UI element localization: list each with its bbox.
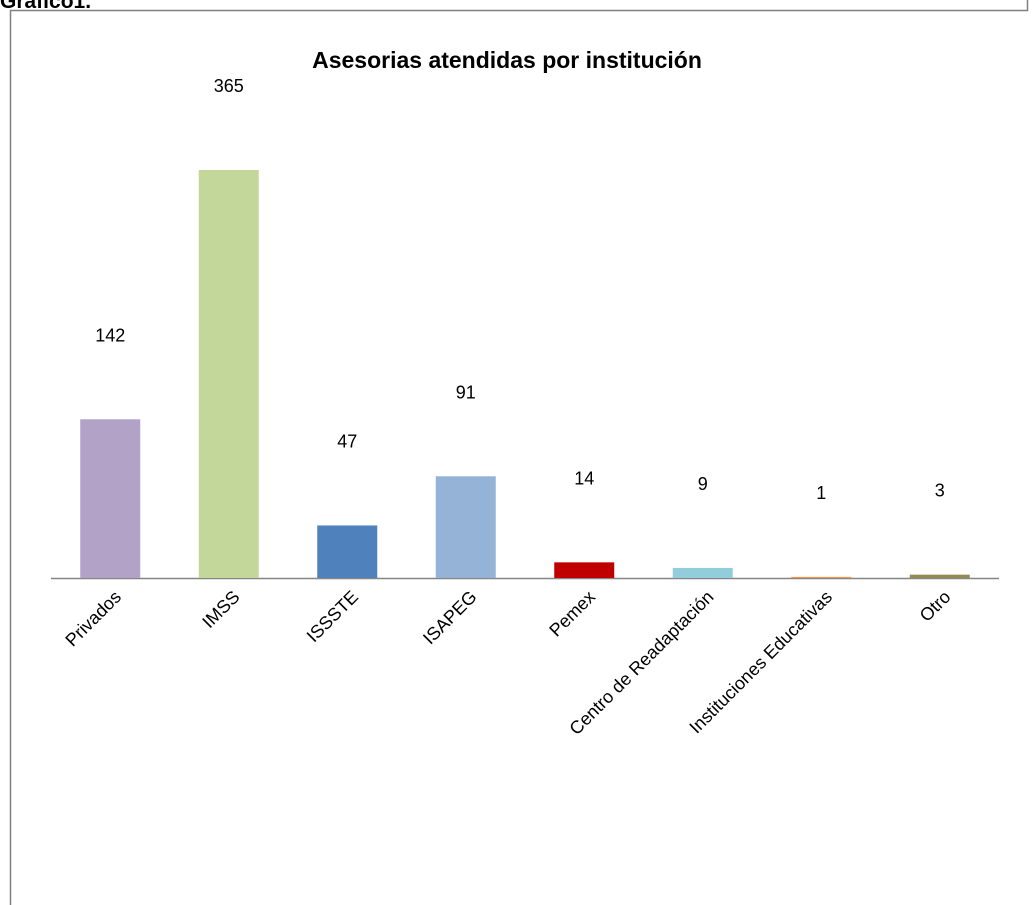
data-label: 142 [95, 325, 125, 345]
chart-frame [9, 0, 1029, 905]
data-label: 1 [816, 483, 826, 503]
x-tick-label: Pemex [545, 587, 599, 641]
data-label: 3 [935, 481, 945, 501]
x-tick-label: Privados [61, 587, 125, 651]
bar [909, 574, 970, 578]
data-label: 47 [337, 431, 357, 451]
data-label: 365 [214, 76, 244, 96]
bar [317, 525, 378, 578]
chart-title: Asesorias atendidas por institución [312, 47, 702, 73]
data-label: 9 [698, 474, 708, 494]
data-label: 14 [574, 468, 594, 488]
x-tick-label: IMSS [198, 587, 243, 632]
bar [435, 476, 496, 578]
bar [554, 562, 615, 578]
bar [672, 567, 733, 578]
bar [198, 170, 259, 578]
x-tick-label: ISSSTE [303, 587, 362, 646]
caption: Gráfico1. [0, 0, 91, 13]
x-tick-label: Otro [916, 587, 955, 626]
bar [791, 576, 852, 578]
x-tick-label: ISAPEG [419, 587, 481, 649]
bar [80, 419, 141, 578]
data-label: 91 [456, 382, 476, 402]
